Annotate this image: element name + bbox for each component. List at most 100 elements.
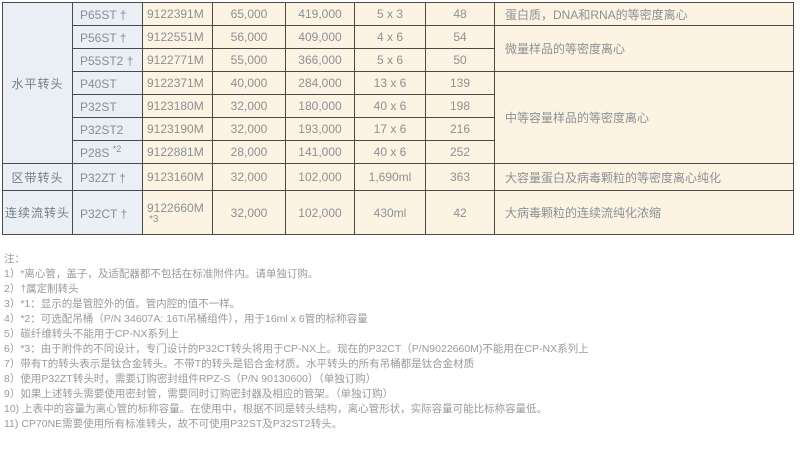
max-rcf-cell: 419,000 <box>285 2 355 26</box>
capacity-cell: 50 <box>425 48 495 72</box>
model-cell: P32ST <box>72 94 143 118</box>
note-line: 11) CP70NE需要使用所有标准转头，故不可使用P32ST及P32ST2转头… <box>4 418 343 430</box>
part-number: 9123160M <box>147 170 204 184</box>
tube-config-cell: 13 x 6 <box>354 71 426 95</box>
max-speed-cell: 65,000 <box>212 2 286 26</box>
notes-title: 注： <box>4 253 25 265</box>
application-cell: 中等容量样品的等密度离心 <box>494 71 794 164</box>
max-rcf-cell: 141,000 <box>285 140 355 164</box>
model-label: P28S <box>80 146 113 160</box>
table-row: P32ST2 9123190M 32,000 193,000 17 x 6 21… <box>3 117 794 141</box>
table-row: P40ST 9122371M 40,000 284,000 13 x 6 139… <box>3 71 794 164</box>
table-row: P56ST † 9122551M 56,000 409,000 4 x 6 54… <box>3 25 794 72</box>
tube-config-cell: 430ml <box>354 190 426 235</box>
part-number-cell: 9123160M <box>142 163 213 191</box>
max-speed-cell: 32,000 <box>212 163 286 191</box>
part-number-cell: 9122371M <box>142 71 213 95</box>
tube-config-cell: 1,690ml <box>354 163 426 191</box>
note-line: 4）*2：可选配吊桶（P/N 34607A: 16Ti吊桶组件），用于16ml … <box>4 313 368 325</box>
note-line: 10) 上表中的容量为离心管的标称容量。在使用中，根据不同是转头结构，离心管形状… <box>4 403 548 415</box>
max-rcf-cell: 180,000 <box>285 94 355 118</box>
part-number: 9122881M <box>147 145 204 159</box>
model-cell: P32ZT † <box>72 163 143 191</box>
note-line: 3）*1：显示的是管腔外的值。管内腔的值不一样。 <box>4 298 241 310</box>
part-number-cell: 9122660M *3 <box>142 190 213 235</box>
note-line: 7）带有T的转头表示是钛合金转头。不带T的转头是铝合金材质。水平转头的所有吊桶都… <box>4 358 475 370</box>
tube-config-cell: 17 x 6 <box>354 117 426 141</box>
note-line: 2）†属定制转头 <box>4 283 79 295</box>
model-cell: P40ST <box>72 71 143 95</box>
part-number: 9123180M <box>147 99 204 113</box>
category-cell: 水平转头 <box>2 2 73 164</box>
table-row: P55ST2 † 9122771M 55,000 366,000 5 x 6 5… <box>3 48 794 72</box>
note-line: 9）如果上述转头需要使用密封管，需要同时订购密封器及相应的管架。（单独订购） <box>4 388 394 400</box>
capacity-cell: 198 <box>425 94 495 118</box>
tube-config-cell: 5 x 6 <box>354 48 426 72</box>
capacity-cell: 54 <box>425 25 495 49</box>
application-cell: 大病毒颗粒的连续流纯化浓缩 <box>494 190 794 235</box>
part-number: 9123190M <box>147 122 204 136</box>
max-rcf-cell: 366,000 <box>285 48 355 72</box>
note-line: 5）碳纤维转头不能用于CP-NX系列上 <box>4 328 180 340</box>
capacity-cell: 216 <box>425 117 495 141</box>
capacity-cell: 139 <box>425 71 495 95</box>
max-rcf-cell: 284,000 <box>285 71 355 95</box>
max-speed-cell: 28,000 <box>212 140 286 164</box>
part-number: 9122771M <box>147 53 204 67</box>
capacity-cell: 252 <box>425 140 495 164</box>
part-number-cell: 9123180M <box>142 94 213 118</box>
capacity-cell: 48 <box>425 2 495 26</box>
model-label: P32ST2 <box>80 123 124 137</box>
part-number: 9122660M <box>147 200 204 215</box>
model-label: P40ST <box>80 77 117 91</box>
table-row: 水平转头 P65ST † 9122391M 65,000 419,000 5 x… <box>2 2 794 164</box>
rotor-spec-table: 水平转头 P65ST † 9122391M 65,000 419,000 5 x… <box>2 2 794 235</box>
max-speed-cell: 32,000 <box>212 190 286 235</box>
model-label: P32ZT † <box>80 171 126 185</box>
application-cell: 微量样品的等密度离心 <box>494 25 794 72</box>
part-number-cell: 9122391M <box>142 2 213 26</box>
model-label: P32ST <box>80 100 117 114</box>
note-line: 6）*3：由于附件的不同设计，专门设计的P32CT转头将用于CP-NX上。现在的… <box>4 343 589 355</box>
part-number: 9122551M <box>147 30 204 44</box>
category-cell: 连续流转头 <box>2 190 73 235</box>
notes-section: 注： 1）*离心管，盖子，及适配器都不包括在标准附件内。请单独订购。 2）†属定… <box>4 252 589 432</box>
model-cell: P28S *2 <box>72 140 143 164</box>
max-speed-cell: 56,000 <box>212 25 286 49</box>
part-number-cell: 9122551M <box>142 25 213 49</box>
part-number-cell: 9122771M <box>142 48 213 72</box>
application-cell: 大容量蛋白及病毒颗粒的等密度离心纯化 <box>494 163 794 191</box>
max-speed-cell: 32,000 <box>212 117 286 141</box>
tube-config-cell: 5 x 3 <box>354 2 426 26</box>
part-number-footnote-mark: *3 <box>149 213 159 225</box>
tube-config-cell: 4 x 6 <box>354 25 426 49</box>
max-rcf-cell: 102,000 <box>285 163 355 191</box>
part-number: 9122391M <box>147 7 204 21</box>
part-number-cell: 9122881M <box>142 140 213 164</box>
model-label: P56ST † <box>80 31 127 45</box>
model-cell: P32CT † <box>72 190 143 235</box>
table-row: P32ST 9123180M 32,000 180,000 40 x 6 198 <box>3 94 794 118</box>
model-cell: P65ST † <box>72 2 143 26</box>
table-row: 连续流转头 P32CT † 9122660M *3 32,000 102,000 … <box>2 190 794 235</box>
model-cell: P56ST † <box>72 25 143 49</box>
model-cell: P32ST2 <box>72 117 143 141</box>
table-row: 区带转头 P32ZT † 9123160M 32,000 102,000 1,6… <box>2 163 794 191</box>
capacity-cell: 42 <box>425 190 495 235</box>
max-speed-cell: 55,000 <box>212 48 286 72</box>
tube-config-cell: 40 x 6 <box>354 140 426 164</box>
model-footnote-mark: *2 <box>112 144 122 154</box>
max-speed-cell: 32,000 <box>212 94 286 118</box>
tube-config-cell: 40 x 6 <box>354 94 426 118</box>
max-rcf-cell: 102,000 <box>285 190 355 235</box>
capacity-cell: 363 <box>425 163 495 191</box>
note-line: 1）*离心管，盖子，及适配器都不包括在标准附件内。请单独订购。 <box>4 268 319 280</box>
max-rcf-cell: 409,000 <box>285 25 355 49</box>
model-cell: P55ST2 † <box>72 48 143 72</box>
part-number-cell: 9123190M <box>142 117 213 141</box>
model-label: P65ST † <box>80 8 127 22</box>
model-label: P55ST2 † <box>80 54 134 68</box>
application-cell: 蛋白质，DNA和RNA的等密度离心 <box>494 2 794 26</box>
max-rcf-cell: 193,000 <box>285 117 355 141</box>
part-number: 9122371M <box>147 76 204 90</box>
